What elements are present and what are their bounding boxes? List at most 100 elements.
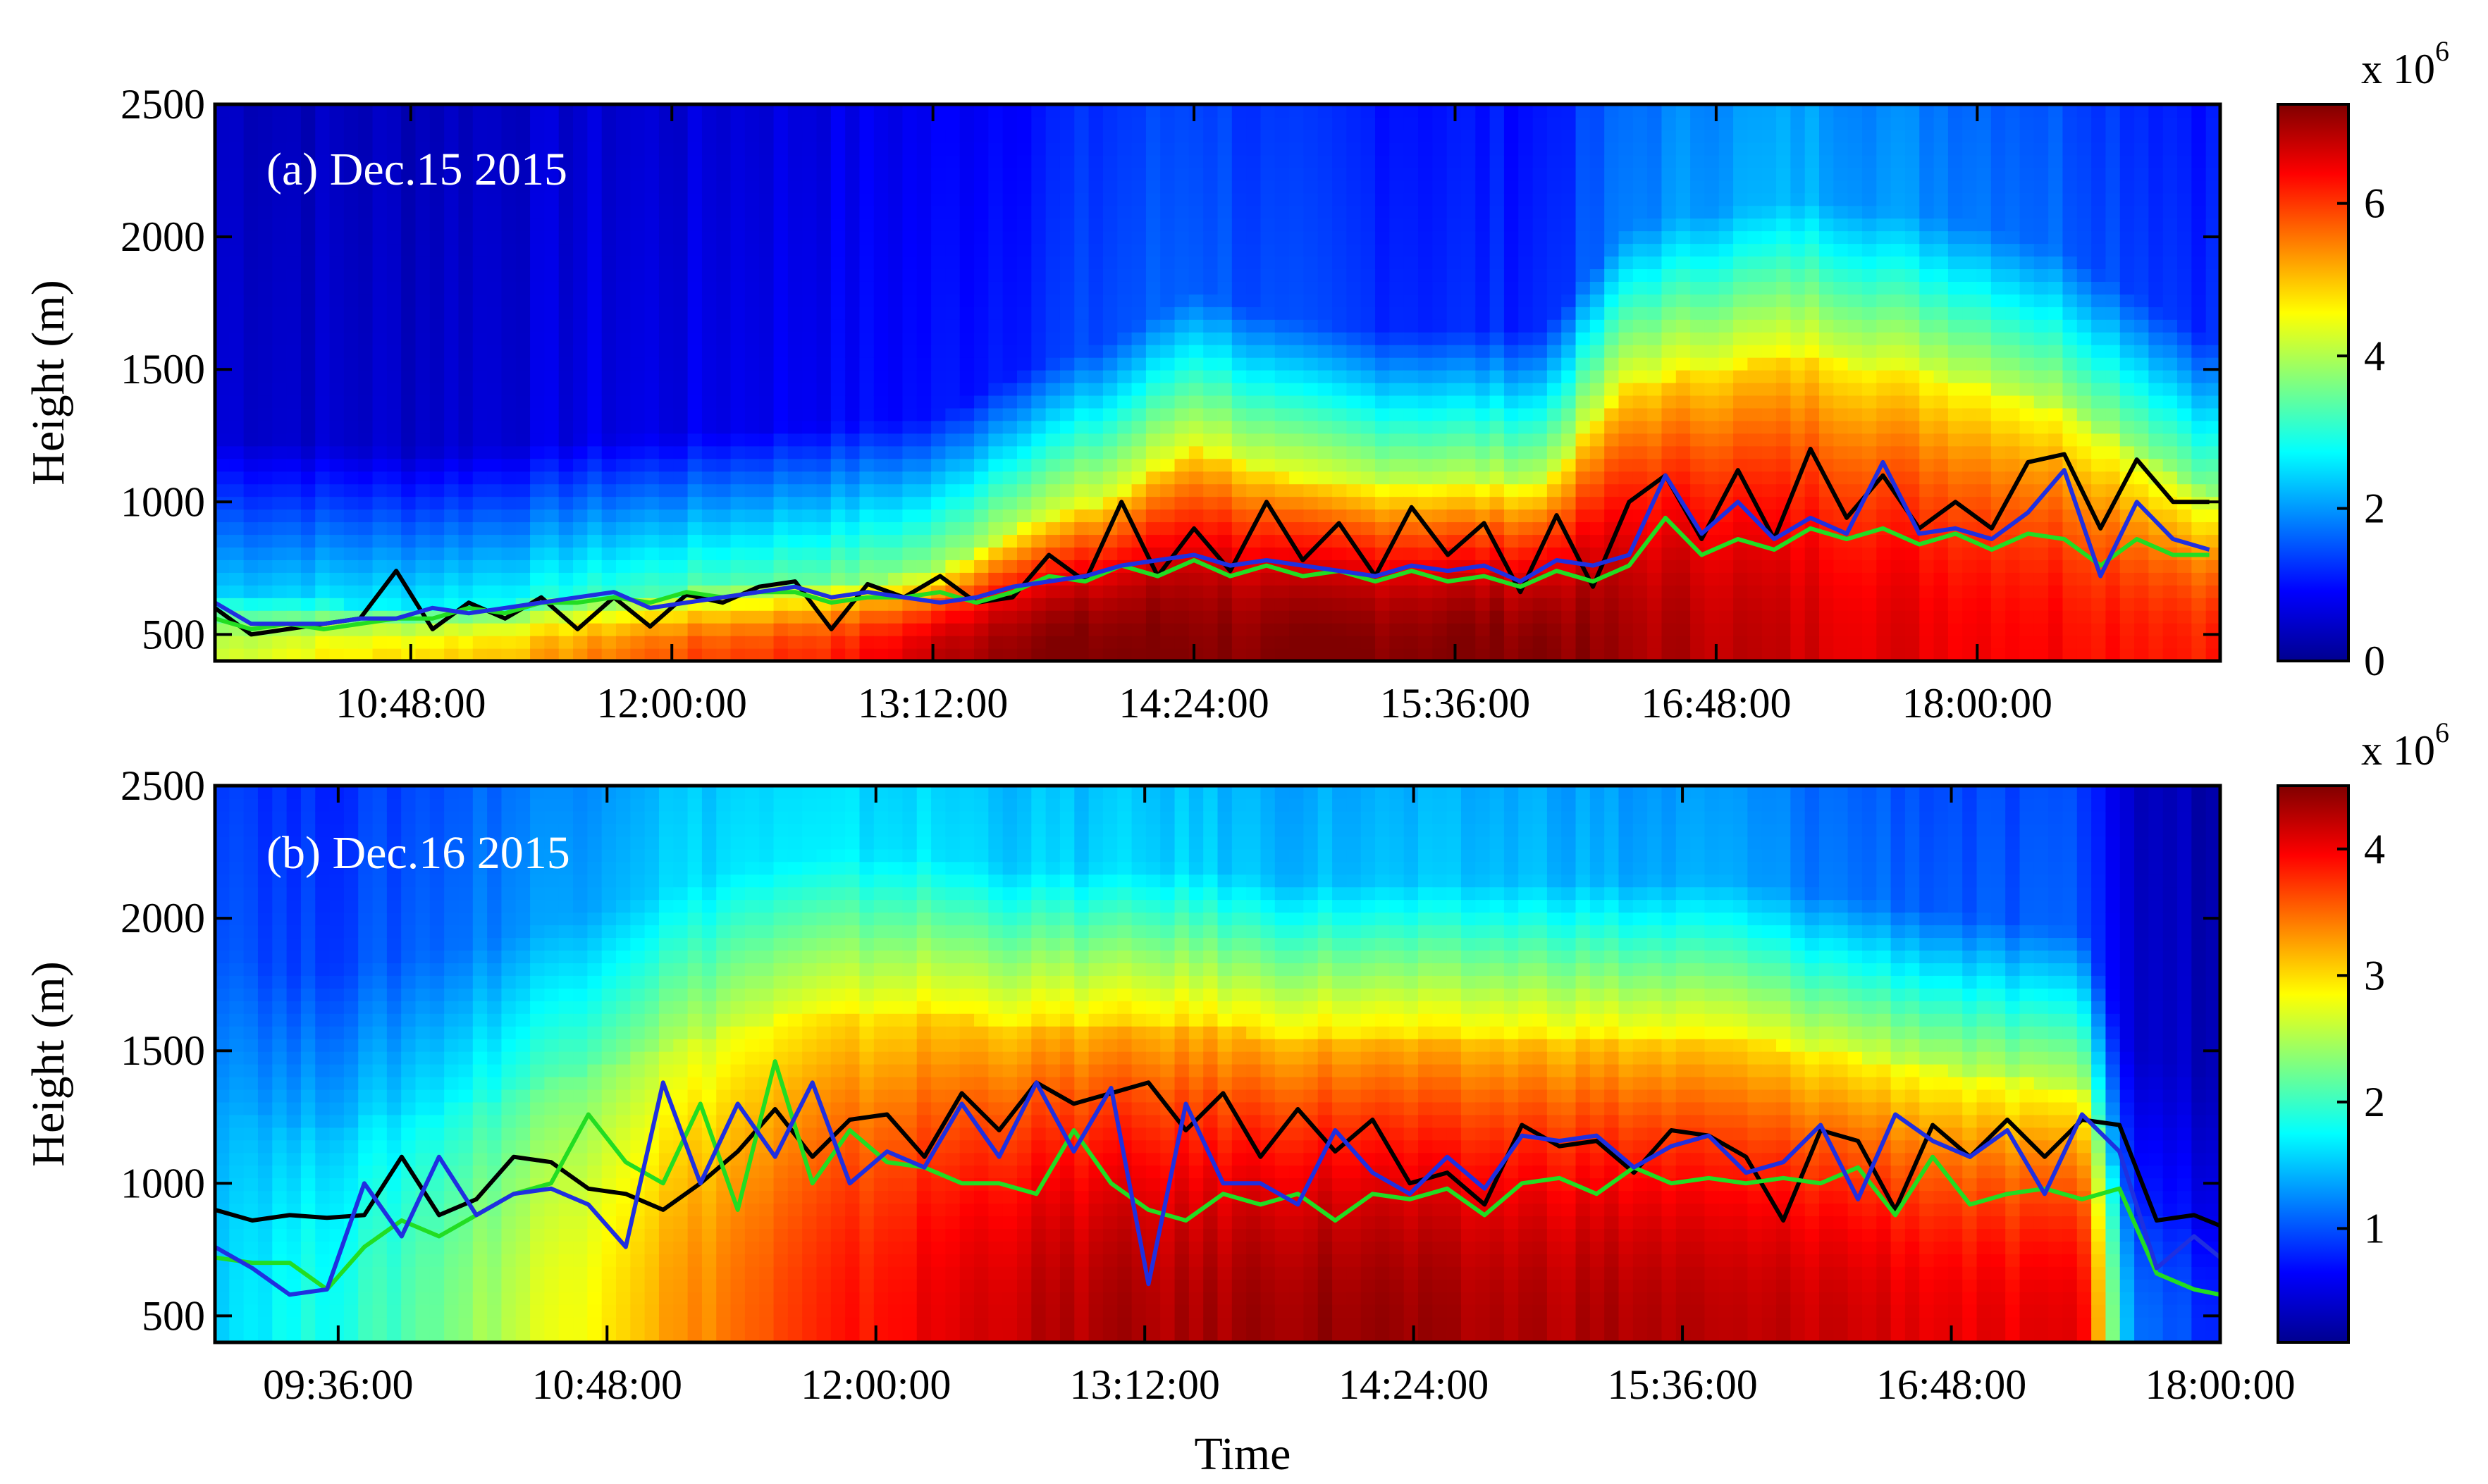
heatmap-cell xyxy=(945,471,961,485)
heatmap-cell xyxy=(916,610,932,624)
heatmap-cell xyxy=(429,243,445,257)
heatmap-cell xyxy=(429,218,445,232)
heatmap-cell xyxy=(787,598,803,611)
heatmap-cell xyxy=(1203,407,1219,421)
heatmap-cell xyxy=(300,167,316,181)
heatmap-cell xyxy=(401,230,417,245)
heatmap-cell xyxy=(487,559,503,573)
heatmap-cell xyxy=(1718,332,1734,345)
heatmap-cell xyxy=(716,345,732,358)
heatmap-cell xyxy=(1418,116,1433,130)
heatmap-cell xyxy=(630,205,646,219)
heatmap-cell xyxy=(1131,256,1147,269)
heatmap-cell xyxy=(845,357,861,371)
heatmap-cell xyxy=(1088,534,1104,548)
heatmap-cell xyxy=(1031,307,1047,320)
heatmap-cell xyxy=(787,445,803,459)
heatmap-cell xyxy=(1632,623,1648,636)
heatmap-cell xyxy=(1231,610,1247,624)
heatmap-cell xyxy=(802,319,818,333)
heatmap-cell xyxy=(257,407,273,421)
heatmap-cell xyxy=(945,192,961,206)
heatmap-cell xyxy=(773,230,789,245)
heatmap-cell xyxy=(358,433,374,447)
heatmap-cell xyxy=(916,445,932,459)
heatmap-cell xyxy=(1031,230,1047,245)
heatmap-cell xyxy=(1203,357,1219,371)
heatmap-cell xyxy=(1017,547,1032,560)
heatmap-cell xyxy=(1145,610,1161,624)
heatmap-cell xyxy=(1346,509,1362,523)
heatmap-cell xyxy=(1260,129,1276,143)
heatmap-cell xyxy=(888,636,904,649)
heatmap-cell xyxy=(1747,648,1763,661)
heatmap-cell xyxy=(1002,598,1018,611)
heatmap-cell xyxy=(1432,585,1448,598)
heatmap-cell xyxy=(873,534,889,548)
heatmap-cell xyxy=(1418,407,1433,421)
heatmap-cell xyxy=(1704,420,1720,434)
heatmap-cell xyxy=(1589,104,1605,118)
heatmap-cell xyxy=(444,167,460,181)
heatmap-cell xyxy=(630,154,646,168)
heatmap-cell xyxy=(573,256,588,269)
heatmap-cell xyxy=(859,142,875,156)
heatmap-cell xyxy=(716,610,732,624)
heatmap-cell xyxy=(215,471,230,485)
heatmap-cell xyxy=(515,218,531,232)
heatmap-cell xyxy=(1360,129,1376,143)
heatmap-cell xyxy=(415,407,431,421)
heatmap-cell xyxy=(988,407,1004,421)
heatmap-cell xyxy=(744,395,760,409)
heatmap-cell xyxy=(415,192,431,206)
heatmap-cell xyxy=(830,395,846,409)
heatmap-cell xyxy=(1632,471,1648,485)
heatmap-cell xyxy=(1317,205,1333,219)
heatmap-cell xyxy=(429,383,445,396)
heatmap-cell xyxy=(859,154,875,168)
heatmap-cell xyxy=(1174,420,1190,434)
heatmap-cell xyxy=(1231,585,1247,598)
heatmap-cell xyxy=(544,458,560,472)
heatmap-cell xyxy=(1675,383,1691,396)
heatmap-cell xyxy=(458,243,474,257)
heatmap-cell xyxy=(1188,623,1204,636)
heatmap-cell xyxy=(1002,218,1018,232)
heatmap-cell xyxy=(1446,585,1462,598)
heatmap-cell xyxy=(1217,129,1233,143)
heatmap-cell xyxy=(830,307,846,320)
heatmap-cell xyxy=(515,610,531,624)
heatmap-cell xyxy=(959,383,975,396)
heatmap-cell xyxy=(1332,192,1347,206)
heatmap-cell xyxy=(1776,547,1791,560)
heatmap-cell xyxy=(1532,192,1548,206)
heatmap-cell xyxy=(1675,636,1691,649)
heatmap-cell xyxy=(329,636,345,649)
heatmap-cell xyxy=(1532,180,1548,194)
heatmap-cell xyxy=(444,572,460,586)
heatmap-cell xyxy=(1661,420,1677,434)
heatmap-cell xyxy=(658,357,674,371)
heatmap-cell xyxy=(215,142,230,156)
heatmap-cell xyxy=(974,471,989,485)
heatmap-cell xyxy=(315,521,331,536)
heatmap-cell xyxy=(286,598,302,611)
heatmap-cell xyxy=(272,496,288,510)
heatmap-cell xyxy=(658,534,674,548)
heatmap-cell xyxy=(1332,230,1347,245)
heatmap-cell xyxy=(1733,598,1748,611)
heatmap-cell xyxy=(229,357,245,371)
heatmap-cell xyxy=(530,319,545,333)
heatmap-cell xyxy=(1661,154,1677,168)
heatmap-cell xyxy=(215,585,230,598)
heatmap-cell xyxy=(1059,585,1075,598)
heatmap-cell xyxy=(1002,420,1018,434)
heatmap-cell xyxy=(787,192,803,206)
heatmap-cell xyxy=(257,572,273,586)
heatmap-cell xyxy=(1375,509,1390,523)
heatmap-cell xyxy=(1618,243,1634,257)
heatmap-cell xyxy=(1289,104,1305,118)
heatmap-cell xyxy=(873,345,889,358)
heatmap-cell xyxy=(1518,610,1534,624)
heatmap-cell xyxy=(1289,357,1305,371)
